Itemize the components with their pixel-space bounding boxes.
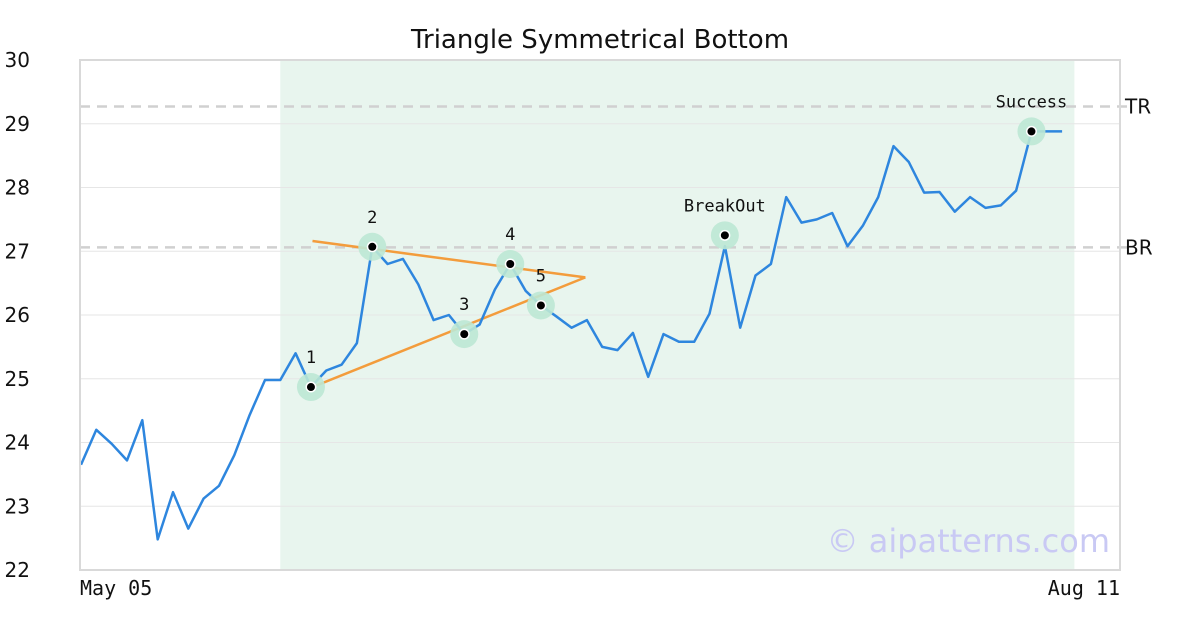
y-tick-label: 22	[5, 558, 30, 582]
y-tick-label: 24	[5, 431, 30, 455]
level-lines: TR BR	[80, 95, 1153, 259]
point-marker-3	[460, 330, 469, 339]
chart-title: Triangle Symmetrical Bottom	[410, 25, 789, 55]
point-label-5: 5	[536, 266, 546, 286]
x-tick-label: Aug 11	[1048, 576, 1120, 600]
y-tick-label: 23	[5, 494, 30, 518]
point-marker-breakout	[720, 231, 729, 240]
point-label-breakout: BreakOut	[684, 196, 766, 216]
x-axis-ticks: May 05 Aug 11	[80, 576, 1120, 600]
pattern-points: 1 2 3 4 5 BreakOut Success	[296, 92, 1068, 402]
y-axis-ticks: 22 23 24 25 26 27 28 29 30	[5, 48, 30, 582]
gridlines	[80, 123, 1120, 507]
point-marker-success	[1027, 127, 1036, 136]
point-label-3: 3	[459, 295, 469, 315]
x-tick-label: May 05	[80, 576, 152, 600]
y-tick-label: 28	[5, 176, 30, 200]
y-tick-label: 27	[5, 239, 30, 263]
point-marker-5	[536, 301, 545, 310]
point-marker-4	[506, 260, 515, 268]
plot-frame	[79, 59, 1121, 571]
level-label-tr: TR	[1124, 95, 1151, 119]
point-marker-2	[368, 242, 377, 251]
triangle-line	[312, 239, 586, 279]
y-tick-label: 26	[5, 303, 30, 327]
point-label-2: 2	[367, 208, 377, 228]
price-line	[79, 130, 1063, 541]
level-label-br: BR	[1125, 235, 1153, 259]
point-marker-1	[306, 383, 315, 392]
point-label-4: 4	[505, 225, 515, 245]
y-tick-label: 30	[5, 48, 30, 72]
point-label-success: Success	[996, 92, 1068, 112]
point-label-1: 1	[306, 348, 316, 368]
y-tick-label: 29	[5, 112, 30, 136]
price-series-group	[79, 130, 1063, 541]
y-tick-label: 25	[5, 367, 30, 391]
watermark: © aipatterns.com	[827, 522, 1110, 560]
